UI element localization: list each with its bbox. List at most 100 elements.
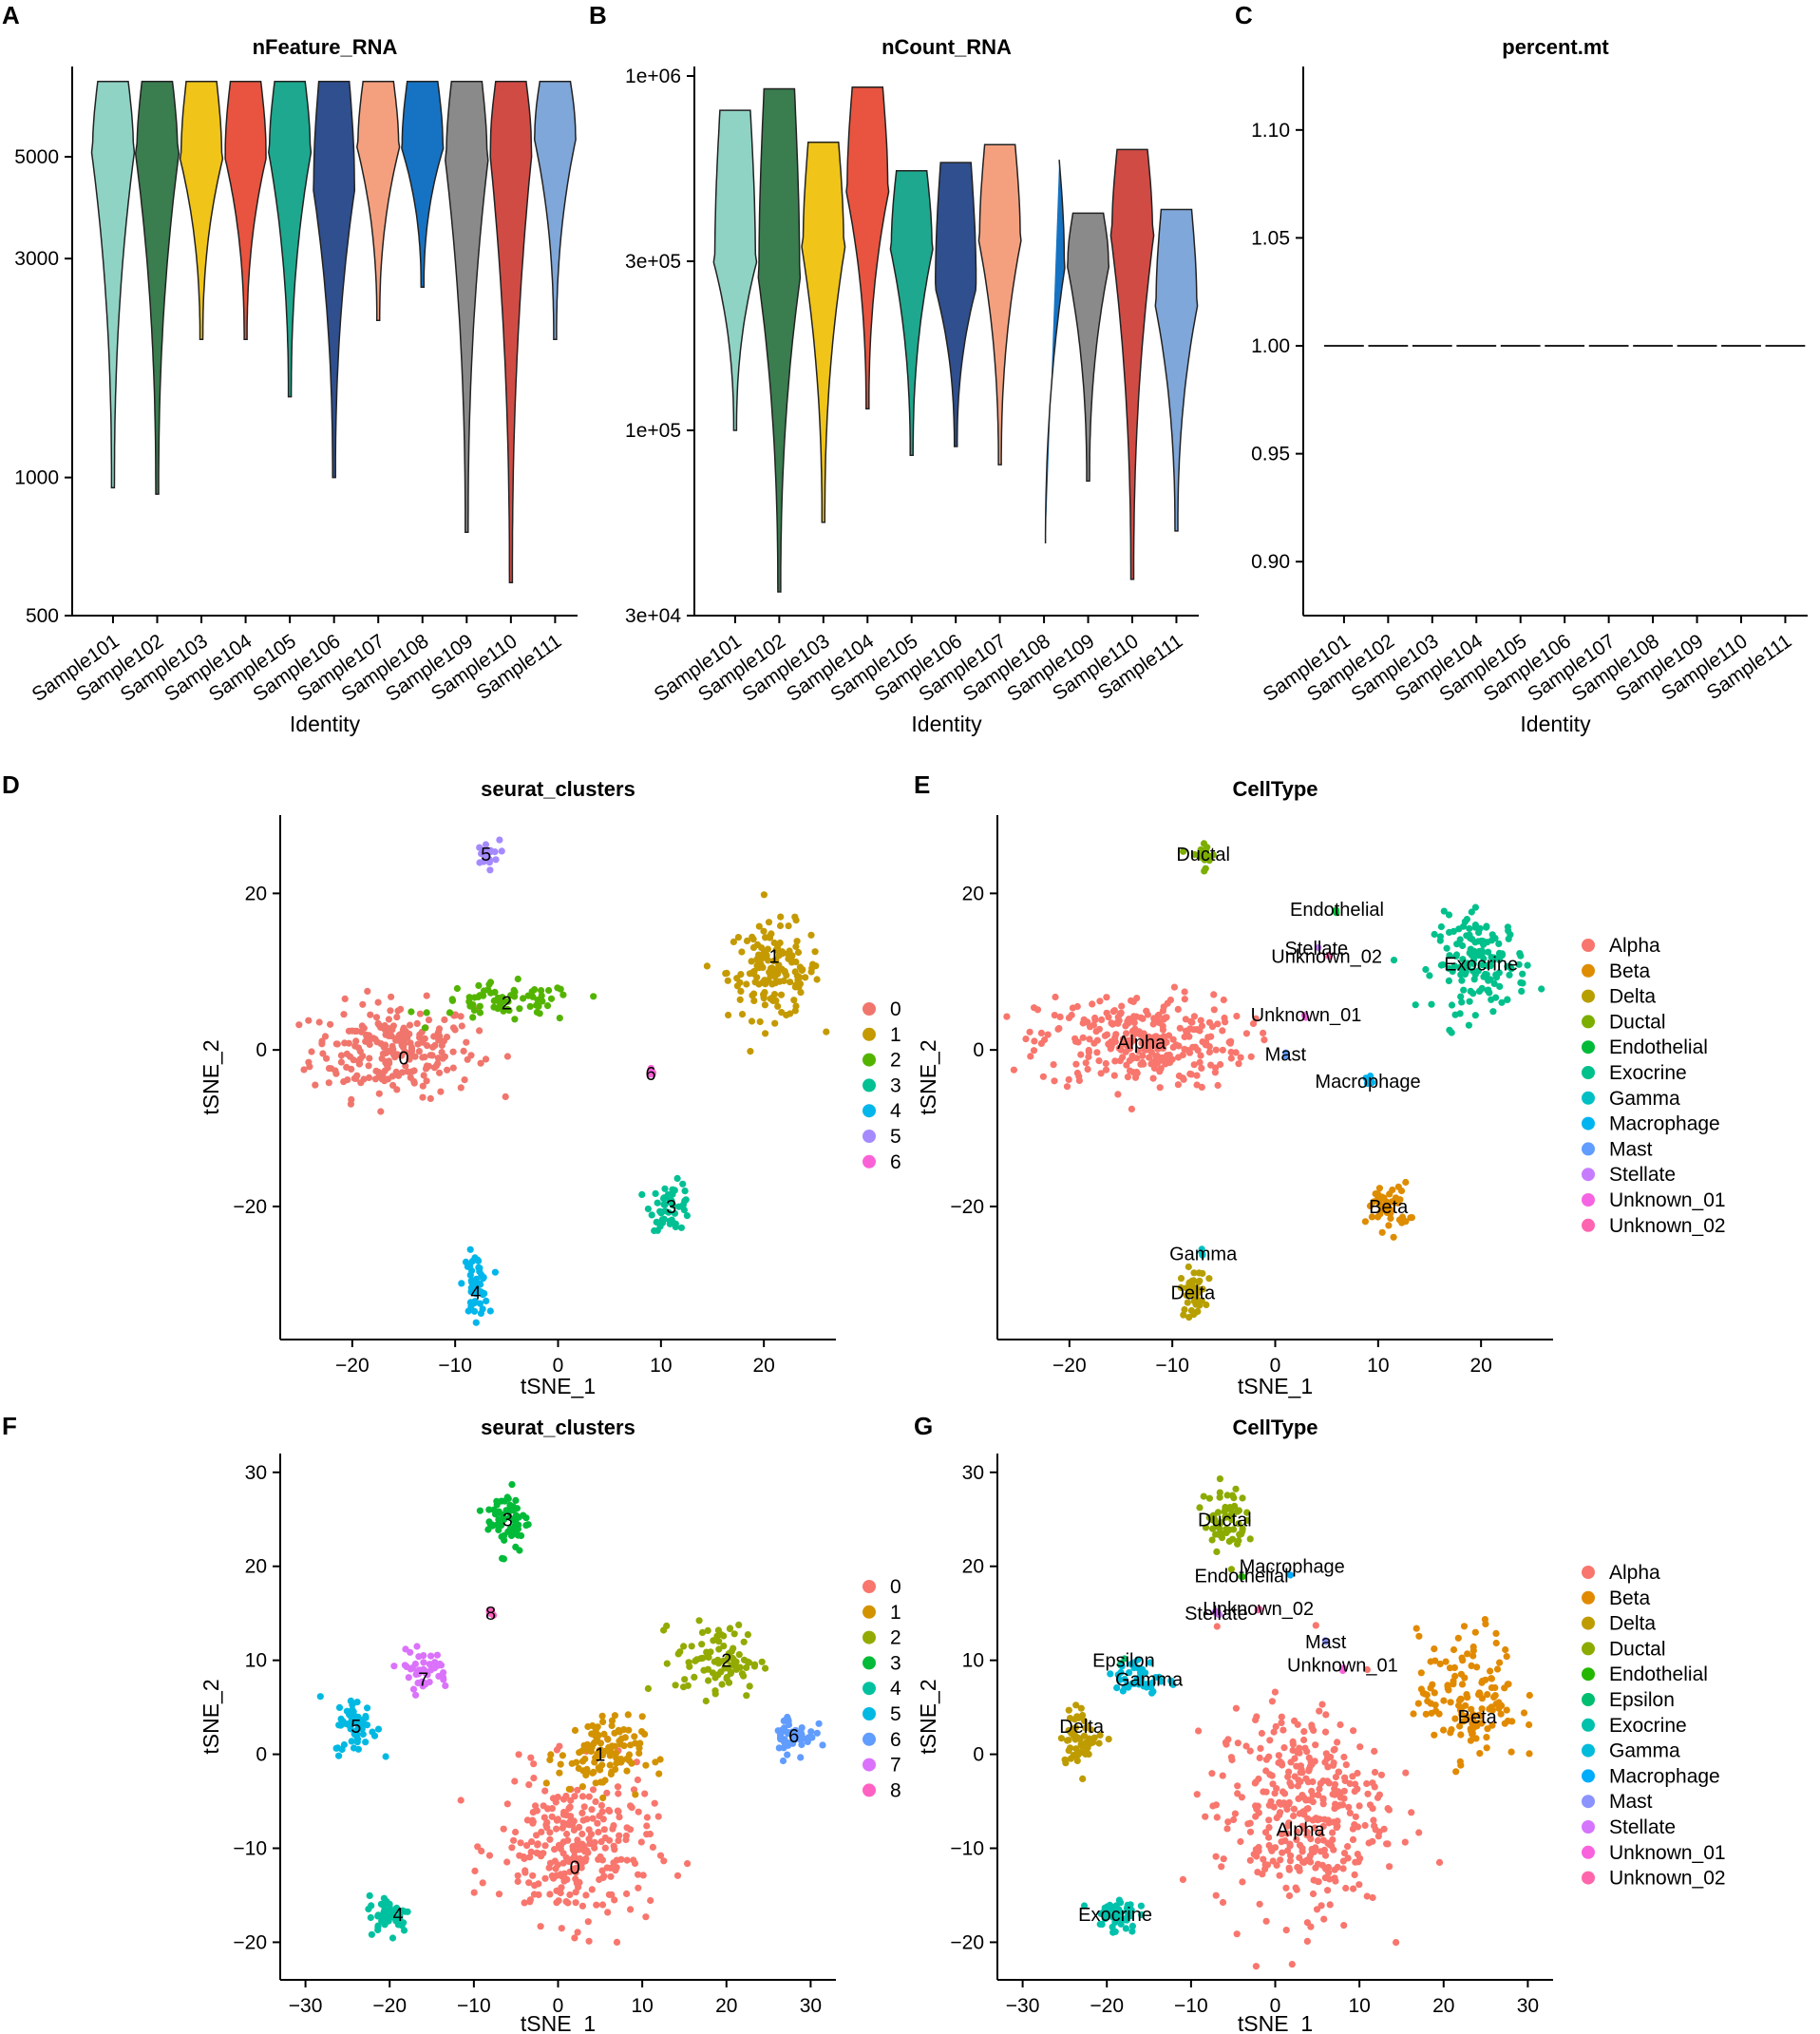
point-0	[616, 1814, 623, 1821]
point-alpha	[1342, 1761, 1350, 1769]
point-0	[365, 1062, 372, 1070]
legend-swatch	[1582, 1566, 1595, 1579]
point-5	[486, 866, 494, 874]
point-beta	[1380, 1194, 1388, 1202]
point-1	[583, 1765, 591, 1773]
point-alpha	[1371, 1747, 1378, 1755]
point-2	[475, 981, 483, 989]
point-ductal	[1243, 1509, 1251, 1516]
point-2	[743, 1663, 750, 1671]
point-2	[453, 984, 461, 993]
point-alpha	[1234, 1782, 1242, 1790]
point-alpha	[1219, 1898, 1227, 1907]
violin-sample106	[935, 162, 977, 447]
point-alpha	[1294, 1782, 1301, 1790]
cluster-label: Beta	[1369, 1197, 1409, 1218]
point-1	[598, 1752, 607, 1759]
point-2	[511, 1016, 519, 1023]
point-beta	[1488, 1675, 1495, 1682]
y-tick-label: 0	[256, 1744, 267, 1766]
point-0	[571, 1793, 578, 1800]
point-beta	[1457, 1761, 1465, 1769]
point-alpha	[1261, 1829, 1270, 1836]
point-2	[740, 1638, 748, 1645]
point-0	[449, 1064, 457, 1072]
point-0	[595, 1828, 602, 1836]
point-gamma	[1135, 1681, 1143, 1688]
legend-swatch	[1582, 1795, 1595, 1809]
point-ductal	[1196, 1504, 1204, 1511]
point-0	[574, 1786, 581, 1794]
point-alpha	[1278, 1831, 1285, 1838]
point-alpha	[1147, 1048, 1155, 1055]
point-delta	[1190, 1269, 1198, 1277]
point-4	[401, 1908, 408, 1915]
point-6	[788, 1731, 796, 1739]
point-1	[608, 1768, 616, 1776]
x-tick-label: 20	[1469, 1355, 1491, 1377]
point-exocrine	[1475, 987, 1484, 995]
point-4	[476, 1267, 483, 1275]
point-exocrine	[1467, 987, 1474, 995]
point-gamma	[1128, 1661, 1135, 1668]
point-0	[603, 1789, 611, 1796]
point-alpha	[1311, 1824, 1318, 1832]
cluster-label: 0	[570, 1857, 580, 1878]
point-beta	[1436, 1660, 1444, 1668]
point-alpha	[1027, 1053, 1034, 1060]
point-6	[789, 1739, 797, 1747]
point-7	[440, 1676, 447, 1683]
point-3	[522, 1522, 530, 1530]
point-alpha	[1393, 1939, 1400, 1947]
point-delta	[1057, 1735, 1065, 1742]
point-alpha	[1055, 1024, 1063, 1033]
point-alpha	[1299, 1769, 1306, 1777]
point-exocrine	[1439, 960, 1447, 969]
point-alpha	[1107, 1040, 1114, 1048]
cluster-label: 2	[721, 1651, 731, 1672]
point-6	[800, 1735, 807, 1742]
y-tick-label: −10	[950, 1838, 984, 1860]
point-0	[534, 1841, 541, 1849]
point-4	[467, 1284, 475, 1292]
point-3	[660, 1201, 668, 1208]
point-2	[727, 1625, 734, 1632]
point-7	[401, 1662, 408, 1669]
point-3	[671, 1209, 679, 1217]
point-2	[702, 1697, 710, 1705]
y-tick-label: −20	[233, 1196, 267, 1218]
point-exocrine	[1489, 1008, 1497, 1016]
cluster-label: Macrophage	[1240, 1557, 1345, 1578]
point-0	[613, 1938, 621, 1946]
cluster-label: Exocrine	[1444, 955, 1518, 976]
point-alpha	[1273, 1861, 1280, 1869]
point-0	[508, 1844, 516, 1852]
point-1	[774, 1002, 782, 1010]
legend-item: 1	[890, 1024, 901, 1046]
point-exocrine	[1422, 965, 1430, 974]
point-alpha	[1102, 1059, 1109, 1068]
point-0	[413, 1019, 421, 1027]
point-alpha	[1386, 1863, 1393, 1871]
point-0	[422, 1065, 430, 1073]
point-1	[578, 1758, 587, 1765]
point-unknown_02	[1325, 953, 1333, 960]
violin-sample110	[489, 80, 533, 584]
point-5	[486, 848, 495, 856]
point-alpha	[1339, 1857, 1347, 1865]
legend-swatch	[863, 1027, 876, 1041]
point-1	[792, 942, 800, 951]
point-delta	[1072, 1745, 1080, 1753]
cluster-label: Unknown_01	[1251, 1005, 1362, 1026]
point-0	[540, 1802, 547, 1810]
point-exocrine	[1436, 933, 1444, 941]
point-alpha	[1252, 1963, 1260, 1970]
point-beta	[1469, 1643, 1477, 1651]
point-ductal	[1213, 1548, 1221, 1555]
point-alpha	[1155, 1011, 1163, 1018]
point-1	[762, 980, 769, 988]
point-alpha	[1279, 1849, 1286, 1856]
point-0	[585, 1793, 593, 1800]
point-5	[352, 1719, 360, 1727]
point-alpha	[1307, 1758, 1315, 1766]
